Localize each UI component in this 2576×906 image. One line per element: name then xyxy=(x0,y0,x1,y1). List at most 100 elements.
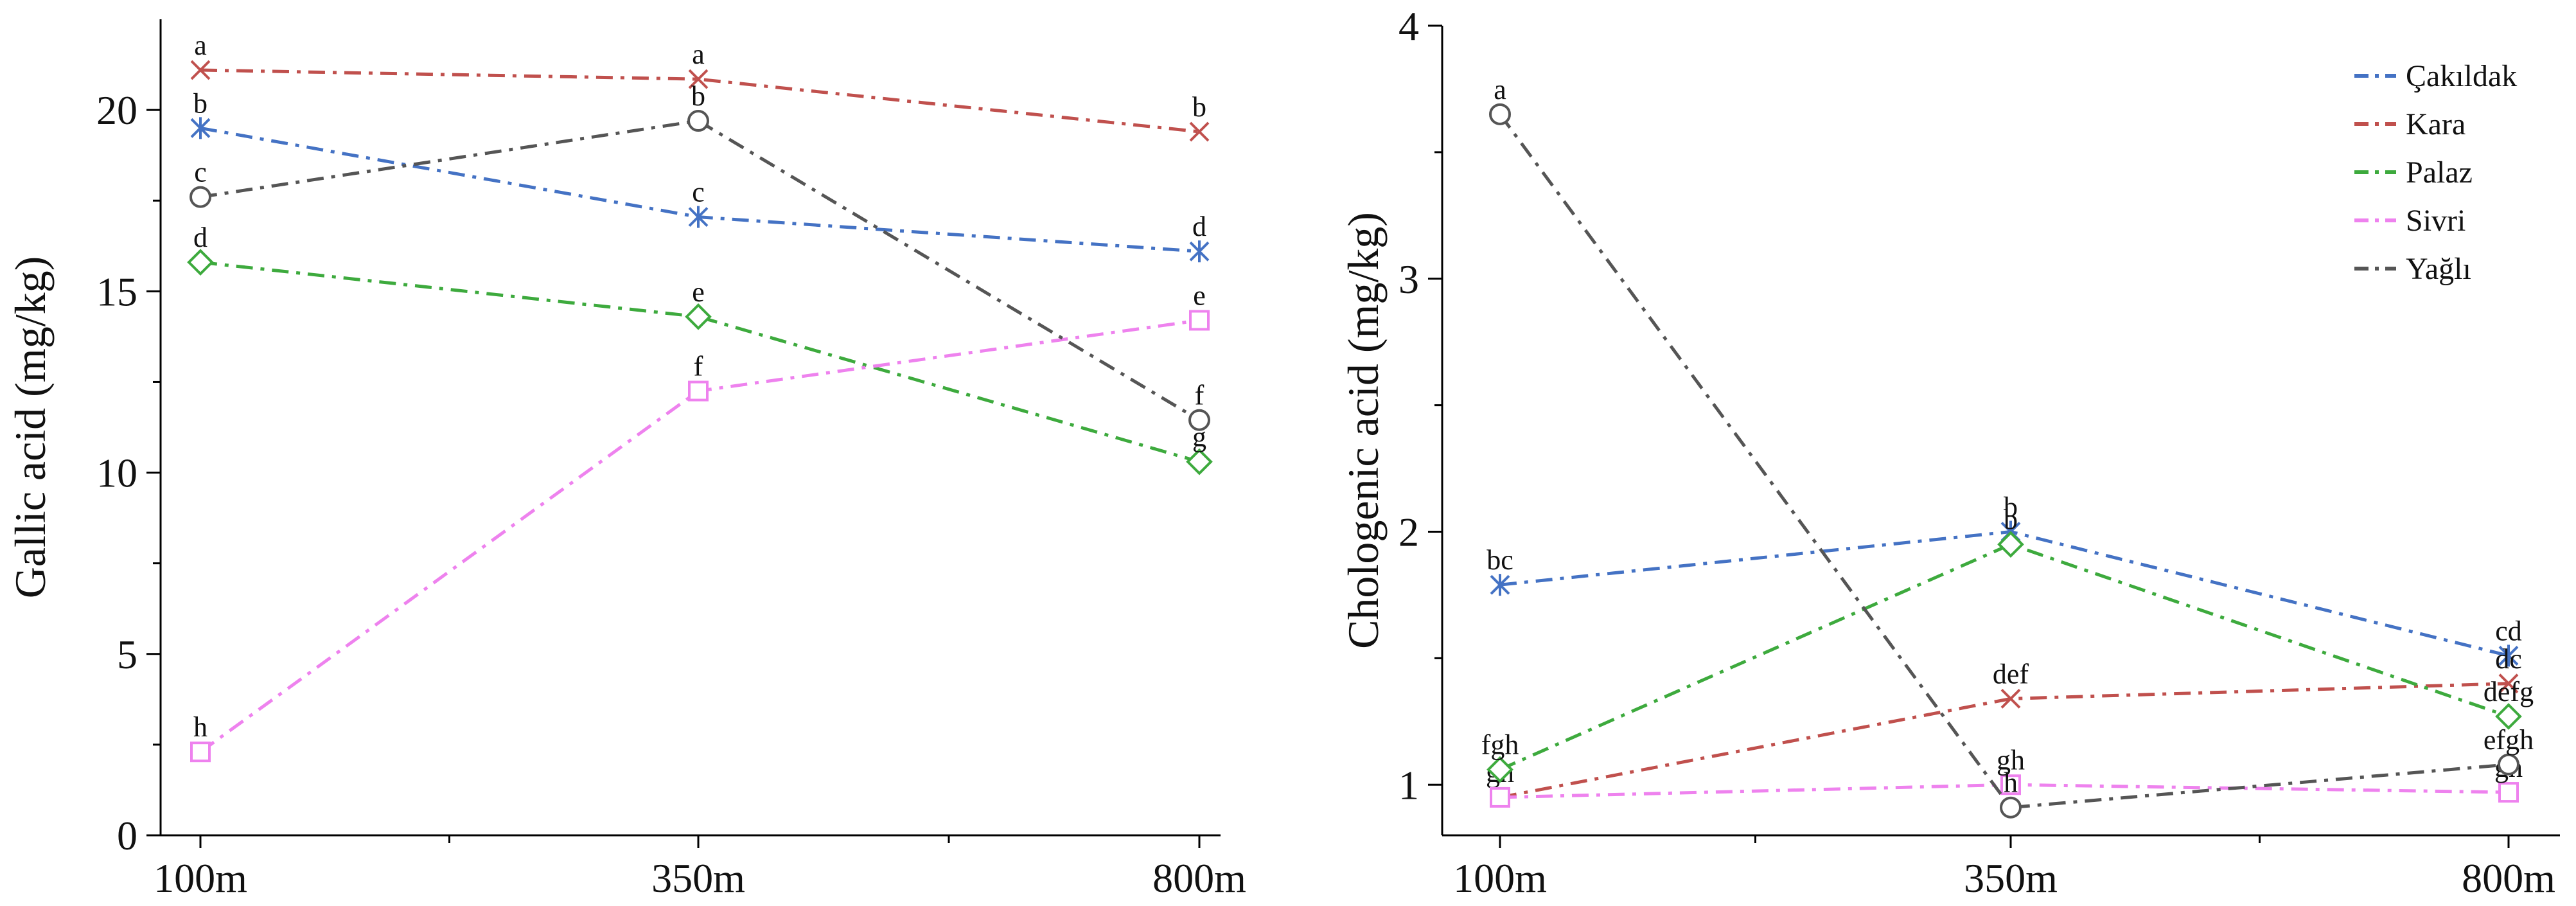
significance-letter: a xyxy=(194,30,207,61)
series-line-yagli xyxy=(1498,113,2509,810)
significance-letter: c xyxy=(194,157,207,188)
significance-letter: c xyxy=(692,177,705,208)
x-tick-label: 100m xyxy=(154,855,247,901)
data-point-cakildak xyxy=(2498,644,2519,667)
legend-item-kara: Kara xyxy=(2354,107,2466,141)
data-point-sivri xyxy=(1490,786,1510,808)
legend-label: Kara xyxy=(2406,107,2466,141)
series-cakildak: b c d xyxy=(190,87,1210,263)
y-tick-label: 15 xyxy=(96,269,137,314)
data-point-kara-stroke-b xyxy=(190,60,211,80)
y-tick-label: 0 xyxy=(117,813,137,858)
y-tick-label: 3 xyxy=(1398,256,1419,302)
y-tick-label: 5 xyxy=(117,632,137,677)
x-tick-label: 350m xyxy=(651,855,745,901)
significance-letter: d xyxy=(1192,211,1206,242)
significance-letter: b xyxy=(193,87,207,119)
significance-letter: h xyxy=(2004,767,2018,799)
data-point-cakildak xyxy=(1189,240,1210,263)
series-line-palaz xyxy=(1499,542,2509,771)
data-point-kara xyxy=(190,60,211,80)
data-point-yagli xyxy=(1489,103,1511,125)
data-point-palaz xyxy=(1186,448,1213,475)
gallic-acid-chart: 0 5 10 15 20 100m 350m 800m Gallic acid (mg/kg) b… xyxy=(6,19,1246,901)
data-point-palaz xyxy=(187,249,214,276)
legend-item-cakildak: Çakıldak xyxy=(2354,59,2517,93)
significance-letter: h xyxy=(193,711,207,743)
y-axis-title: Gallic acid (mg/kg) xyxy=(6,256,55,598)
data-point-sivri xyxy=(688,380,709,402)
data-point-yagli xyxy=(687,110,709,132)
significance-letter: bc xyxy=(1486,544,1513,576)
data-point-kara-stroke-b xyxy=(2498,673,2519,694)
data-point-palaz xyxy=(685,303,712,330)
data-point-palaz xyxy=(1997,531,2024,558)
legend-label: Çakıldak xyxy=(2406,59,2517,93)
significance-letter: gh xyxy=(1997,744,2025,776)
data-point-yagli xyxy=(2498,753,2519,776)
data-point-cakildak xyxy=(190,117,211,139)
data-point-yagli xyxy=(190,186,211,208)
data-point-sivri xyxy=(190,742,211,763)
significance-letter: a xyxy=(1494,74,1506,105)
data-point-kara xyxy=(1189,121,1210,142)
data-point-yagli xyxy=(2000,796,2022,819)
data-point-kara xyxy=(688,69,709,89)
series-yagli: a h efgh xyxy=(1489,74,2534,819)
data-point-sivri xyxy=(2498,782,2519,803)
series-palaz: fgh b defg xyxy=(1481,504,2534,783)
significance-letter: cd xyxy=(2495,615,2522,646)
significance-letter: b xyxy=(2004,504,2018,535)
legend-label: Yağlı xyxy=(2406,252,2471,286)
significance-letter: defg xyxy=(2483,676,2534,707)
y-tick-label: 10 xyxy=(96,450,137,496)
data-point-kara-stroke-b xyxy=(2000,688,2021,709)
data-point-yagli xyxy=(1188,409,1210,431)
series-kara: a ab xyxy=(190,30,1210,142)
significance-letter: e xyxy=(692,276,705,308)
data-point-palaz xyxy=(2495,703,2522,730)
x-tick-label: 800m xyxy=(1152,855,1246,901)
series-yagli: c b f xyxy=(190,80,1210,431)
y-tick-label: 20 xyxy=(96,87,137,133)
data-point-kara xyxy=(2498,673,2519,694)
legend-item-palaz: Palaz xyxy=(2354,155,2473,190)
legend-item-sivri: Sivri xyxy=(2354,204,2466,238)
data-point-sivri xyxy=(1189,310,1210,331)
data-point-palaz xyxy=(1486,756,1513,783)
x-tick-label: 350m xyxy=(1964,855,2058,901)
significance-letter: d xyxy=(193,222,207,253)
data-point-cakildak xyxy=(688,206,709,228)
data-point-cakildak xyxy=(1490,574,1510,596)
significance-letter: f xyxy=(1195,380,1204,411)
y-axis-title: Chologenic acid (mg/kg) xyxy=(1339,212,1388,649)
significance-letter: e xyxy=(1193,280,1206,311)
significance-letter: b xyxy=(691,80,705,112)
data-point-sivri xyxy=(2000,774,2021,795)
data-point-kara-stroke-b xyxy=(688,69,709,89)
data-point-kara xyxy=(2000,688,2021,709)
series-sivri: h f e xyxy=(190,280,1210,763)
legend: Çakıldak Kara Palaz Sivri Yağlı xyxy=(2354,59,2517,286)
x-tick-label: 800m xyxy=(2462,855,2555,901)
y-tick-label: 4 xyxy=(1398,3,1419,49)
series-palaz: deg xyxy=(187,222,1213,475)
significance-letter: fgh xyxy=(1481,729,1519,761)
significance-letter: def xyxy=(1993,658,2029,689)
significance-letter: dc xyxy=(2495,643,2522,675)
significance-letter: b xyxy=(2004,492,2018,523)
significance-letter: efgh xyxy=(2483,724,2534,756)
legend-item-yagli: Yağlı xyxy=(2354,252,2471,286)
significance-letter: a xyxy=(692,39,705,70)
series-line-kara xyxy=(200,68,1200,134)
legend-label: Sivri xyxy=(2406,204,2466,238)
significance-letter: b xyxy=(1192,91,1206,123)
x-tick-label: 100m xyxy=(1453,855,1547,901)
chologenic-acid-chart: 1 2 3 4 100m 350m 800m Chologenic acid (mg/kg) b… xyxy=(1339,3,2560,901)
y-tick-label: 1 xyxy=(1398,762,1419,808)
significance-letter: f xyxy=(694,351,703,382)
data-point-kara-stroke-b xyxy=(1189,121,1210,142)
y-tick-label: 2 xyxy=(1398,510,1419,555)
legend-label: Palaz xyxy=(2406,155,2473,190)
